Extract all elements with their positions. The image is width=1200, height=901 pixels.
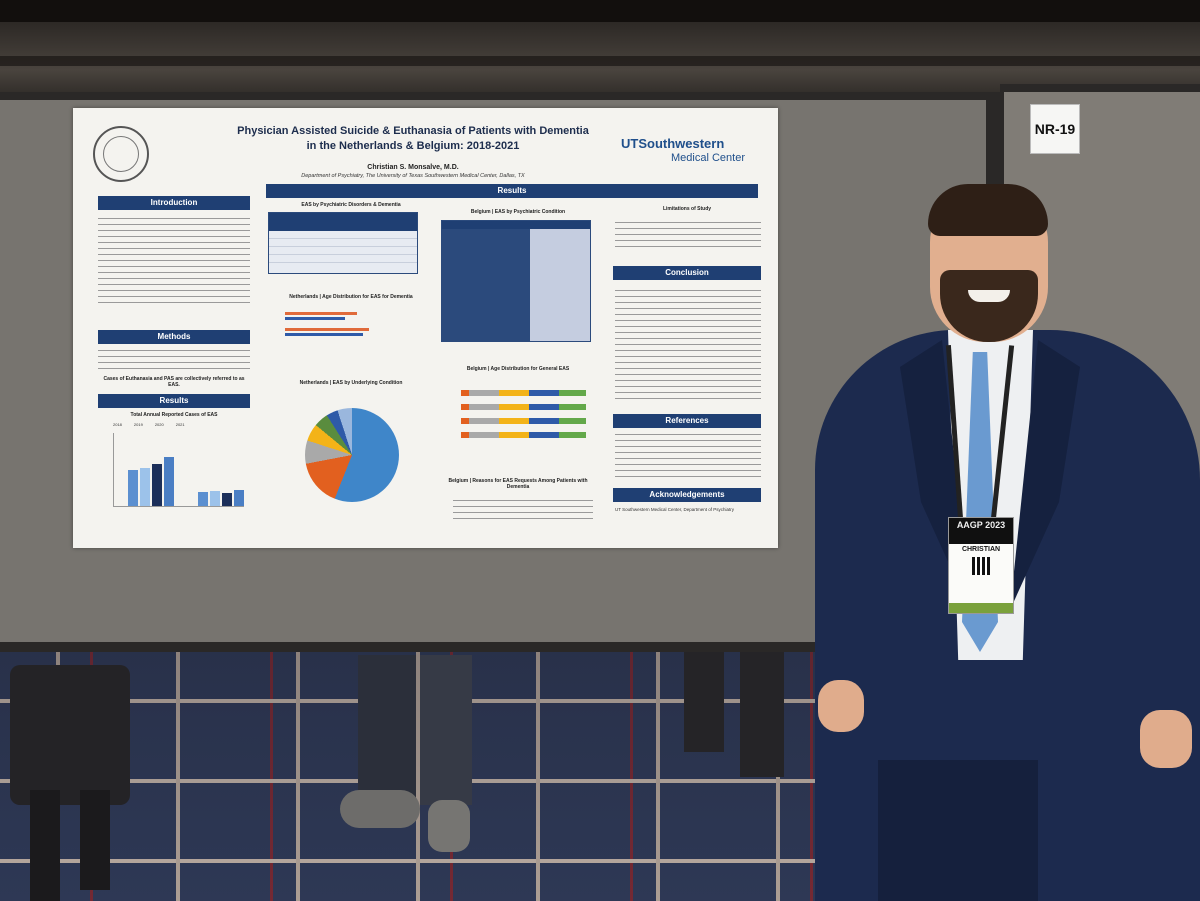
bar-be-2021 [234,490,244,506]
belgium-psych-table [441,220,591,342]
shoe [428,800,470,852]
condition-pie-chart [305,408,399,502]
bar-be-2020 [222,493,232,506]
age-bar [285,328,369,331]
total-annual-heading: Total Annual Reported Cases of EAS [130,412,218,418]
section-results-left: Results [98,394,250,408]
section-acknowledgements: Acknowledgements [613,488,761,502]
section-results-center: Results [266,184,758,198]
shoe [340,790,420,828]
presenter-hand-right [1140,710,1192,768]
nl-age-chart [285,312,405,344]
bar-be-2018 [198,492,208,506]
age-bar [285,317,345,320]
belgium-psych-heading: Belgium | EAS by Psychiatric Condition [470,209,566,215]
bar-nl-2019 [140,468,150,506]
bar-nl-2018 [128,470,138,506]
poster-title-line2: in the Netherlands & Belgium: 2018-2021 [306,140,520,152]
belgium-reasons-list [453,498,593,522]
belgium-age-heading: Belgium | Age Distribution for General E… [466,366,570,372]
person-leg [420,655,472,805]
legend-2021: 2021 [175,422,185,427]
presenter-smile [968,290,1010,302]
annual-bar-chart [113,433,244,507]
badge-stripe [949,603,1013,613]
nl-age-heading: Netherlands | Age Distribution for EAS f… [289,294,413,300]
eas-psych-heading: EAS by Psychiatric Disorders & Dementia [301,202,401,208]
legend-2019: 2019 [133,422,143,427]
poster-title-line1: Physician Assisted Suicide & Euthanasia … [237,125,589,137]
presenter-hair [928,184,1048,236]
board-number-sign: NR-19 [1030,104,1080,154]
name-badge: AAGP 2023 CHRISTIAN [948,517,1014,614]
eas-psych-table [268,212,418,274]
presenter-beard [940,270,1038,342]
age-stack [461,432,586,438]
poster-title: Physician Assisted Suicide & Euthanasia … [223,124,603,154]
limitations-list [615,220,761,250]
ceiling [0,0,1200,100]
belgium-age-chart [461,390,586,450]
annual-legend: 2018 2019 2020 2021 [113,422,243,430]
badge-event: AAGP 2023 [949,518,1013,544]
logo-subtitle: Medical Center [671,152,745,164]
ceiling-beam [0,0,1200,22]
nl-condition-heading: Netherlands | EAS by Underlying Conditio… [299,380,403,386]
ceiling-beam [0,56,1200,66]
legend-2020: 2020 [154,422,164,427]
person-leg [358,655,416,805]
bar-nl-2020 [152,464,162,506]
limitations-heading: Limitations of Study [662,206,712,212]
bar-nl-2021 [164,457,174,506]
introduction-text [98,216,250,306]
age-stack [461,418,586,424]
person-leg [30,790,60,901]
references-text [615,432,761,480]
university-seal [93,126,149,182]
methods-text [98,348,250,370]
person-skirt [10,665,130,805]
age-bar [285,333,363,336]
section-references: References [613,414,761,428]
belgium-reasons-heading: Belgium | Reasons for EAS Requests Among… [448,478,588,490]
age-stack [461,404,586,410]
presenter-trousers [878,760,1038,901]
acknowledgement-text: UT Southwestern Medical Center, Departme… [615,507,734,512]
logo-wordmark: UTSouthwestern [621,136,725,151]
section-conclusion: Conclusion [613,266,761,280]
legend-2018: 2018 [113,422,122,427]
research-poster: Physician Assisted Suicide & Euthanasia … [73,108,778,548]
badge-qr-code [972,557,990,575]
presenter-hand-left [818,680,864,732]
bar-be-2019 [210,491,220,506]
section-methods: Methods [98,330,250,344]
person-leg [740,652,784,777]
person-leg [80,790,110,890]
poster-department: Department of Psychiatry, The University… [301,173,525,179]
section-introduction: Introduction [98,196,250,210]
methods-note: Cases of Euthanasia and PAS are collecti… [103,376,245,388]
conclusion-text [615,288,761,400]
person-leg [684,652,724,752]
age-bar [285,312,357,315]
age-stack [461,390,586,396]
badge-name: CHRISTIAN [961,546,1001,553]
poster-author: Christian S. Monsalve, M.D. [367,164,459,171]
